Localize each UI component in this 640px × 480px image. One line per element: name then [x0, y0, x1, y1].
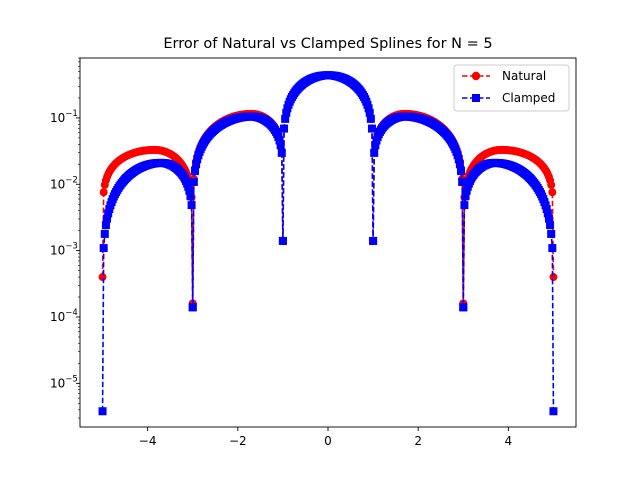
- x-tick-label: −2: [229, 434, 247, 448]
- legend-item-clamped: Clamped: [462, 91, 555, 105]
- data-point-natural: [548, 188, 557, 197]
- data-point-clamped: [546, 221, 555, 230]
- data-point-clamped: [542, 205, 551, 214]
- y-tick-label: 10−2: [50, 175, 78, 191]
- data-point-clamped: [458, 177, 467, 186]
- data-point-clamped: [185, 186, 194, 195]
- data-point-clamped: [366, 114, 375, 123]
- legend-item-natural: Natural: [462, 69, 546, 83]
- legend-marker-circle: [471, 71, 481, 81]
- y-tick-label: 10−1: [50, 109, 78, 125]
- data-point-clamped: [275, 136, 284, 145]
- data-point-clamped: [101, 221, 110, 230]
- data-point-natural: [547, 180, 556, 189]
- y-tick-label: 10−3: [50, 242, 78, 258]
- data-point-clamped: [187, 201, 196, 210]
- y-tick-label: 10−5: [50, 374, 78, 390]
- data-point-clamped: [454, 155, 463, 164]
- data-point-clamped: [549, 407, 558, 416]
- data-point-clamped: [282, 108, 291, 117]
- data-point-clamped: [548, 244, 557, 253]
- data-point-clamped: [277, 148, 286, 157]
- data-point-clamped: [99, 244, 108, 253]
- legend: Natural Clamped: [453, 64, 570, 112]
- data-point-clamped: [281, 114, 290, 123]
- data-point-clamped: [98, 407, 107, 416]
- data-point-clamped: [278, 236, 287, 245]
- x-tick-label: 4: [505, 434, 513, 448]
- data-point-clamped: [460, 201, 469, 210]
- data-point-clamped: [192, 160, 201, 169]
- series-layer: [98, 71, 558, 416]
- data-point-clamped: [369, 236, 378, 245]
- legend-marker-square: [472, 94, 480, 102]
- data-point-clamped: [544, 214, 553, 223]
- data-point-clamped: [276, 141, 285, 150]
- data-point-clamped: [280, 124, 289, 133]
- legend-label: Clamped: [502, 91, 555, 105]
- data-point-clamped: [543, 209, 552, 218]
- data-point-clamped: [365, 108, 374, 117]
- data-point-clamped: [103, 214, 112, 223]
- data-point-clamped: [455, 160, 464, 169]
- axes-layer: −4 −2 0 2 4 10−5 10−4 10−3 10−2 10−1: [50, 57, 577, 448]
- data-point-natural: [99, 188, 108, 197]
- data-point-clamped: [186, 192, 195, 201]
- data-point-clamped: [370, 148, 379, 157]
- data-point-natural: [549, 273, 558, 282]
- series-line-clamped: [101, 74, 555, 412]
- data-point-clamped: [367, 124, 376, 133]
- data-point-clamped: [462, 186, 471, 195]
- data-point-clamped: [190, 167, 199, 176]
- data-point-clamped: [461, 192, 470, 201]
- data-point-clamped: [189, 177, 198, 186]
- data-point-clamped: [100, 229, 109, 238]
- plot-frame: [79, 57, 577, 428]
- data-point-clamped: [188, 303, 197, 312]
- data-point-clamped: [459, 303, 468, 312]
- x-tick-label: −4: [139, 434, 157, 448]
- x-tick-label: 2: [414, 434, 422, 448]
- data-point-clamped: [364, 104, 373, 113]
- chart-title: Error of Natural vs Clamped Splines for …: [163, 36, 492, 52]
- data-point-clamped: [184, 182, 193, 191]
- data-point-clamped: [457, 167, 466, 176]
- legend-label: Natural: [502, 69, 546, 83]
- series-clamped: [98, 71, 558, 416]
- y-tick-label: 10−4: [50, 308, 78, 324]
- x-tick-label: 0: [324, 434, 332, 448]
- data-point-clamped: [371, 141, 380, 150]
- data-point-natural: [98, 273, 107, 282]
- data-point-clamped: [547, 229, 556, 238]
- data-point-clamped: [104, 209, 113, 218]
